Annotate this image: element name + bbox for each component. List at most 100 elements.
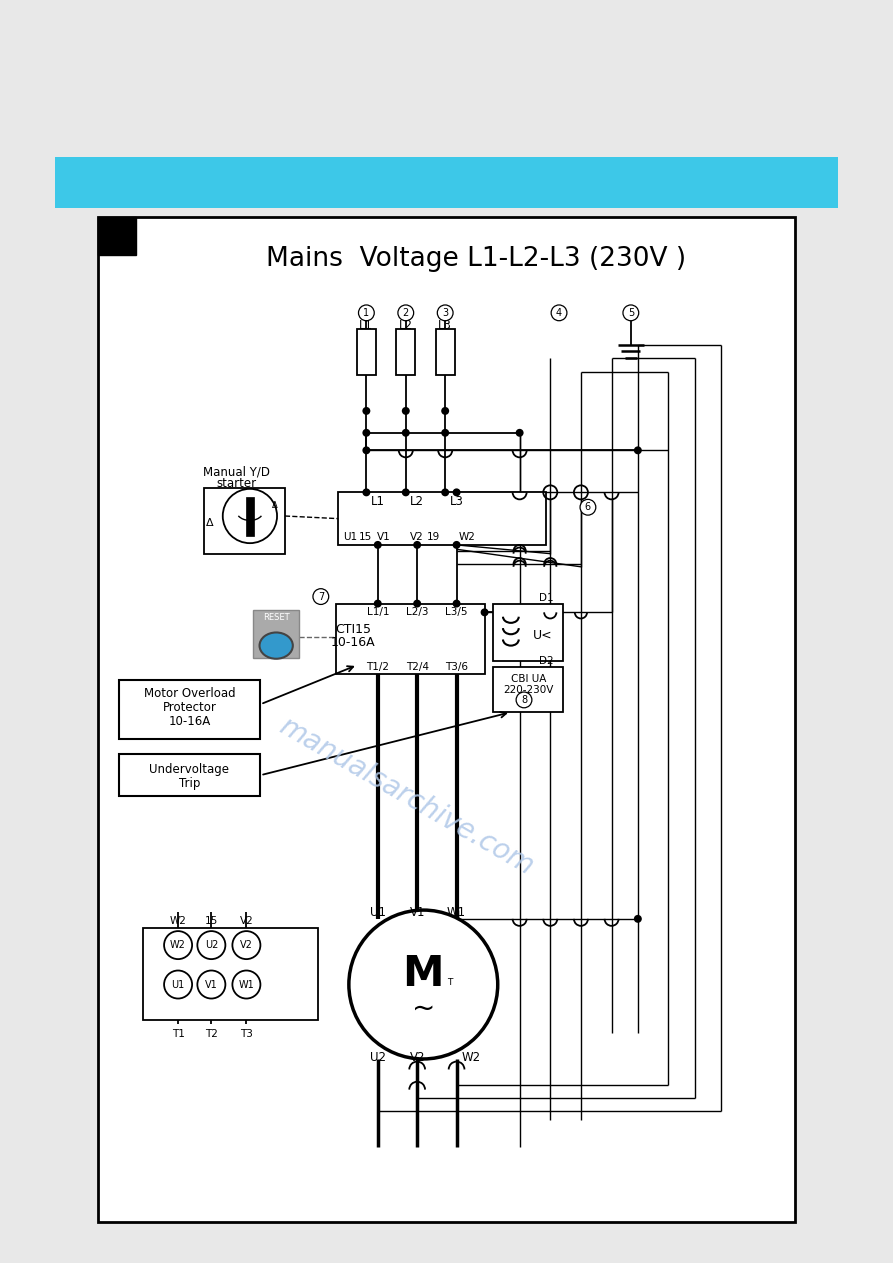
Text: W1: W1 <box>238 980 255 989</box>
Text: V1: V1 <box>205 980 218 989</box>
Text: L3: L3 <box>450 495 463 509</box>
Text: manualsarchive.com: manualsarchive.com <box>273 712 538 880</box>
Bar <box>246 496 255 537</box>
Circle shape <box>363 408 370 414</box>
Text: T1: T1 <box>171 1029 185 1039</box>
Text: W2: W2 <box>171 940 186 950</box>
Text: W1: W1 <box>447 907 466 919</box>
Bar <box>396 330 415 375</box>
Circle shape <box>398 304 413 321</box>
Text: 19: 19 <box>427 532 440 542</box>
Circle shape <box>363 489 370 495</box>
Circle shape <box>363 429 370 436</box>
Text: L3: L3 <box>438 318 452 332</box>
Circle shape <box>232 970 261 999</box>
Circle shape <box>363 447 370 453</box>
Circle shape <box>349 911 497 1058</box>
Text: W2: W2 <box>459 532 475 542</box>
Bar <box>119 754 261 796</box>
Text: ~: ~ <box>412 995 435 1023</box>
Bar <box>143 927 318 1019</box>
Circle shape <box>580 499 596 515</box>
Text: W2: W2 <box>462 1051 481 1063</box>
Text: V2: V2 <box>410 532 424 542</box>
Ellipse shape <box>222 489 277 543</box>
Text: L1: L1 <box>359 318 373 332</box>
Circle shape <box>375 542 380 548</box>
Text: D1: D1 <box>538 594 553 604</box>
Circle shape <box>403 408 409 414</box>
Text: V2: V2 <box>240 940 253 950</box>
Bar <box>356 330 376 375</box>
Text: RESET: RESET <box>263 613 289 623</box>
Circle shape <box>313 589 329 605</box>
Text: Manual Y/D: Manual Y/D <box>204 466 271 479</box>
Bar <box>97 216 136 255</box>
Text: V2: V2 <box>239 916 254 926</box>
Circle shape <box>164 970 192 999</box>
Text: Δ: Δ <box>271 501 278 510</box>
Text: L1/1: L1/1 <box>366 608 389 618</box>
Bar <box>338 493 546 544</box>
Text: W2: W2 <box>170 916 187 926</box>
Text: Trip: Trip <box>179 777 200 789</box>
Bar <box>336 604 485 673</box>
Circle shape <box>516 692 532 707</box>
Bar <box>493 667 563 712</box>
Text: V2: V2 <box>409 1051 425 1063</box>
Text: L2: L2 <box>410 495 424 509</box>
Circle shape <box>438 304 453 321</box>
Text: L1: L1 <box>371 495 385 509</box>
Circle shape <box>442 429 448 436</box>
Circle shape <box>414 542 421 548</box>
Circle shape <box>403 429 409 436</box>
Bar <box>436 330 455 375</box>
Circle shape <box>635 447 641 453</box>
Circle shape <box>414 600 421 606</box>
Text: U2: U2 <box>204 940 218 950</box>
Text: T2: T2 <box>204 1029 218 1039</box>
Circle shape <box>623 304 638 321</box>
Text: 4: 4 <box>556 308 562 318</box>
Circle shape <box>358 304 374 321</box>
Bar <box>97 216 796 1221</box>
Text: 1: 1 <box>363 308 370 318</box>
Text: 10-16A: 10-16A <box>331 637 376 649</box>
Text: V1: V1 <box>409 907 425 919</box>
Text: U1: U1 <box>343 532 357 542</box>
Text: Mains  Voltage L1-L2-L3 (230V ): Mains Voltage L1-L2-L3 (230V ) <box>266 246 686 273</box>
Text: T: T <box>446 979 452 988</box>
Text: 15: 15 <box>359 532 372 542</box>
Text: U1: U1 <box>370 907 386 919</box>
Circle shape <box>197 970 225 999</box>
Text: L3/5: L3/5 <box>446 608 468 618</box>
Circle shape <box>197 931 225 959</box>
Text: L2/3: L2/3 <box>406 608 429 618</box>
Text: 15: 15 <box>204 916 218 926</box>
Circle shape <box>481 609 488 615</box>
Text: 2: 2 <box>403 308 409 318</box>
Text: D2: D2 <box>538 657 553 667</box>
Circle shape <box>454 542 460 548</box>
Circle shape <box>551 304 567 321</box>
Text: Motor Overload: Motor Overload <box>144 687 235 700</box>
Circle shape <box>442 408 448 414</box>
Text: T1/2: T1/2 <box>366 662 389 672</box>
Text: 6: 6 <box>585 503 591 513</box>
Circle shape <box>375 600 380 606</box>
Bar <box>119 679 261 739</box>
Text: T2/4: T2/4 <box>405 662 429 672</box>
Text: CTI15: CTI15 <box>335 624 371 637</box>
Bar <box>55 157 838 207</box>
Text: 3: 3 <box>442 308 448 318</box>
Circle shape <box>232 931 261 959</box>
Text: 8: 8 <box>521 695 527 705</box>
Circle shape <box>454 489 460 495</box>
Circle shape <box>164 931 192 959</box>
Circle shape <box>635 916 641 922</box>
Text: starter: starter <box>217 477 257 490</box>
Text: T3/6: T3/6 <box>445 662 468 672</box>
Text: 5: 5 <box>628 308 634 318</box>
Text: Protector: Protector <box>163 701 216 715</box>
Text: 220-230V: 220-230V <box>503 686 554 695</box>
